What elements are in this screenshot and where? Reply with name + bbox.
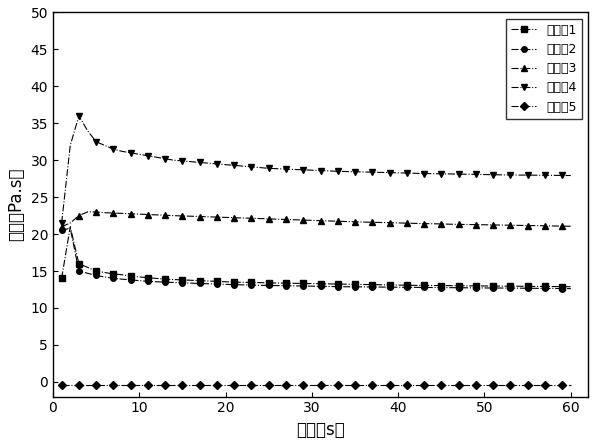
实施例3 [214,215,221,220]
实施例3 [386,220,393,225]
实施例4 [76,113,83,119]
实施例1 [567,284,574,289]
Y-axis label: 粘度（Pa.s）: 粘度（Pa.s） [7,168,25,241]
实施例3 [567,223,574,229]
实施例2 [567,286,574,291]
实施例5 [205,382,212,388]
实施例4 [231,163,238,168]
Line: 实施例2: 实施例2 [59,225,574,291]
实施例2 [386,285,393,290]
实施例5 [377,382,384,388]
实施例2 [196,281,203,286]
Legend: 实施例1, 实施例2, 实施例3, 实施例4, 实施例5: 实施例1, 实施例2, 实施例3, 实施例4, 实施例5 [506,19,582,119]
实施例1 [214,279,221,284]
实施例2 [214,281,221,287]
实施例1 [386,282,393,288]
实施例5 [222,382,229,388]
实施例5 [231,382,238,388]
实施例1 [58,276,65,281]
实施例3 [239,215,246,221]
实施例2 [239,282,246,288]
实施例2 [58,228,65,233]
实施例4 [239,163,246,169]
实施例1 [231,280,238,285]
实施例3 [84,209,91,215]
实施例1 [153,276,160,281]
实施例4 [196,160,203,165]
实施例3 [58,224,65,229]
实施例5 [58,382,65,388]
实施例5 [145,382,152,388]
实施例2 [153,279,160,285]
Line: 实施例4: 实施例4 [58,112,574,227]
实施例3 [196,214,203,219]
X-axis label: 时间（s）: 时间（s） [296,421,345,439]
实施例4 [58,220,65,226]
Line: 实施例5: 实施例5 [59,382,574,388]
Line: 实施例3: 实施例3 [58,208,574,230]
实施例3 [231,215,238,220]
实施例2 [67,226,74,231]
实施例5 [187,382,195,388]
实施例2 [231,282,238,287]
Line: 实施例1: 实施例1 [59,224,574,289]
实施例1 [196,278,203,283]
实施例1 [239,280,246,285]
实施例5 [567,382,574,388]
实施例4 [153,155,160,160]
实施例3 [153,212,160,218]
实施例4 [567,173,574,178]
实施例4 [386,170,393,175]
实施例4 [214,161,221,167]
实施例1 [67,224,74,229]
